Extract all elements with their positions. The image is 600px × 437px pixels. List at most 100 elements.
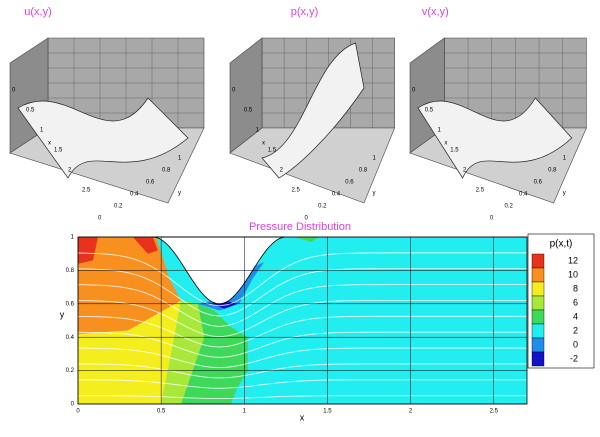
y-tick-label: 0 (490, 216, 494, 222)
streamline (77, 395, 527, 400)
legend-swatch (531, 337, 545, 353)
x-tick-label: 2.5 (82, 188, 91, 194)
x-tick-label: 0.5 (244, 108, 253, 114)
y-tick-label: 0.8 (66, 268, 75, 274)
y-tick-label: 0.6 (534, 180, 543, 186)
x-tick-label: 0.5 (425, 108, 434, 114)
x-tick-label: 0.5 (157, 409, 166, 415)
y-tick-label: 0.4 (66, 335, 75, 341)
y-tick-label: 0 (71, 402, 75, 408)
x-tick-label: 1.5 (54, 148, 63, 154)
y-tick-label: 0.2 (114, 204, 123, 210)
floor (229, 127, 396, 204)
surface (17, 97, 189, 179)
y-tick-label: 0.4 (519, 192, 528, 198)
x-tick-label: 0.5 (26, 108, 35, 114)
y-axis-label: y (60, 309, 65, 319)
legend-label: 0 (573, 339, 578, 349)
y-tick-label: 0.8 (162, 168, 171, 174)
x-tick-label: 1.5 (268, 148, 277, 154)
y-axis-label: y (178, 191, 181, 197)
legend-swatch (531, 295, 545, 311)
y-tick-label: 0.8 (359, 168, 368, 174)
contour-region (181, 303, 248, 404)
contour-region (132, 237, 158, 254)
legend-swatch (531, 253, 545, 269)
contour-region (294, 237, 320, 243)
streamline (77, 284, 527, 327)
y-tick-label: 0.6 (66, 301, 75, 307)
legend-title: p(x,t) (550, 239, 573, 250)
surface (261, 42, 365, 179)
y-tick-label: 0 (98, 216, 102, 222)
streamline (77, 347, 527, 369)
y-tick-label: 0.2 (66, 368, 75, 374)
contour-region (78, 237, 98, 264)
contour-region (78, 300, 182, 404)
y-tick-label: 0.6 (345, 180, 354, 186)
legend-label: 2 (573, 325, 578, 335)
y-tick-label: 0.2 (318, 204, 327, 210)
plot-frame (77, 236, 528, 405)
legend-swatch (531, 267, 545, 283)
x-tick-label: 2 (409, 409, 413, 415)
x-tick-label: 0 (76, 409, 80, 415)
x-axis-label: x (48, 141, 51, 147)
panel-title: u(x,y) (24, 6, 52, 18)
x-tick-label: 2 (68, 168, 72, 174)
x-tick-label: 0 (412, 88, 416, 94)
contour-region (161, 300, 205, 404)
y-tick-label: 1 (373, 156, 377, 162)
legend-label: 4 (573, 311, 578, 321)
x-tick-label: 2.5 (292, 188, 301, 194)
y-tick-label: 0.8 (548, 168, 557, 174)
y-tick-label: 0.4 (332, 192, 341, 198)
x-tick-label: 1 (437, 128, 441, 134)
x-axis-label: x (444, 141, 447, 147)
y-tick-label: 0.4 (130, 192, 139, 198)
legend-label: 12 (568, 255, 578, 265)
y-tick-label: 1 (563, 156, 567, 162)
legend-label: 8 (573, 283, 578, 293)
surface (417, 97, 573, 179)
legend-label: 6 (573, 297, 578, 307)
x-tick-label: 2.5 (476, 188, 485, 194)
y-axis-label: y (373, 191, 376, 197)
streamline (77, 315, 527, 348)
x-tick-label: 0 (12, 88, 16, 94)
y-tick-label: 0.2 (504, 204, 513, 210)
x-tick-label: 2 (463, 168, 467, 174)
x-axis-label: x (262, 141, 265, 147)
streamline (77, 300, 527, 338)
contour-region (78, 237, 182, 334)
streamline (77, 379, 527, 389)
panel-title: p(x,y) (291, 6, 319, 18)
x-tick-label: 1.5 (450, 148, 459, 154)
y-axis-label: y (563, 191, 566, 197)
x-tick-label: 1.5 (323, 409, 332, 415)
x-tick-label: 1 (256, 128, 260, 134)
legend-label: 10 (568, 269, 578, 279)
legend-swatch (531, 309, 545, 325)
streamline (77, 252, 527, 307)
x-tick-label: 1 (243, 409, 247, 415)
x-tick-label: 0 (232, 88, 236, 94)
y-tick-label: 0.6 (146, 180, 155, 186)
x-tick-label: 2 (280, 168, 284, 174)
y-tick-label: 0 (305, 216, 309, 222)
panel-title: v(x,y) (422, 6, 449, 18)
y-tick-label: 1 (178, 156, 182, 162)
streamline (77, 331, 527, 358)
legend-swatch (531, 281, 545, 297)
legend-swatch (531, 351, 545, 367)
x-tick-label: 1 (40, 128, 44, 134)
y-tick-label: 1 (71, 235, 75, 241)
streamline (77, 363, 527, 379)
chart-title: Pressure Distribution (249, 221, 351, 233)
legend-label: -2 (570, 353, 578, 363)
x-axis-label: x (300, 412, 305, 422)
streamline (77, 268, 527, 317)
legend-swatch (531, 323, 545, 339)
x-tick-label: 2.5 (490, 409, 499, 415)
